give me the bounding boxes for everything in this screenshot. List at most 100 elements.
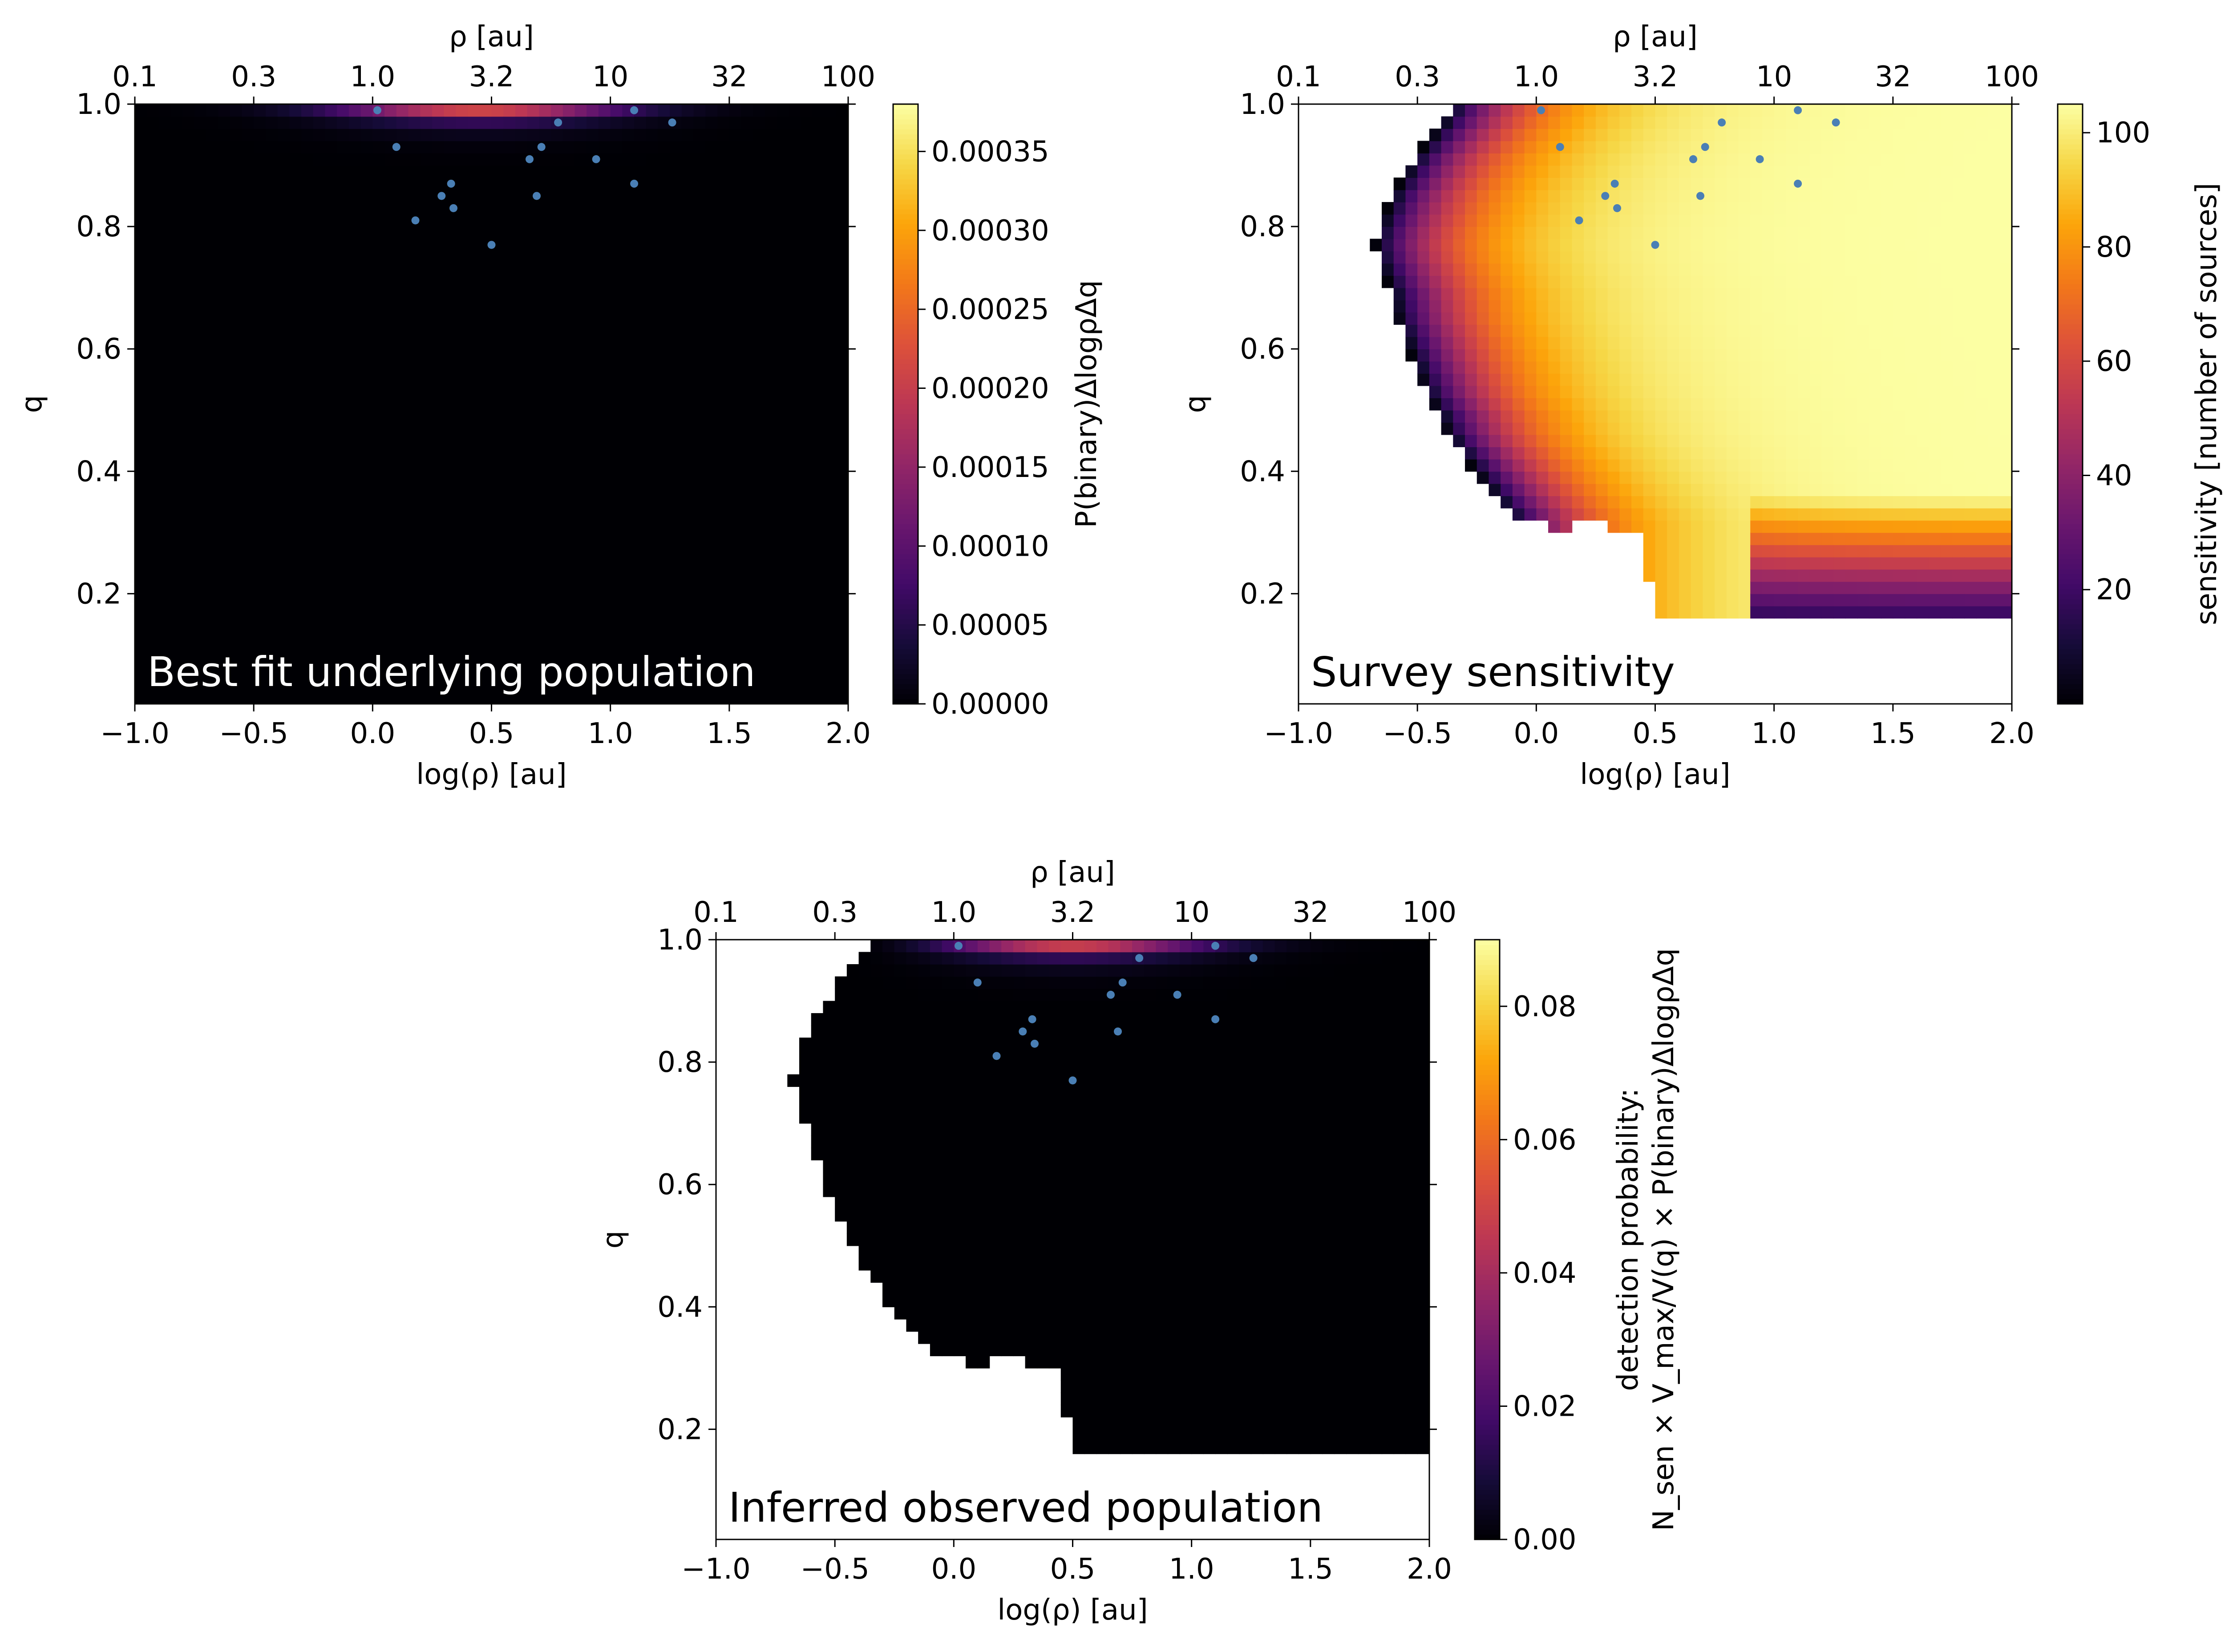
heatmap-cell: [348, 483, 361, 497]
heatmap-cell: [265, 594, 278, 606]
heatmap-cell: [265, 422, 278, 435]
heatmap-cell: [1477, 349, 1489, 362]
heatmap-cell: [1738, 275, 1751, 288]
heatmap-cell: [1833, 251, 1846, 264]
heatmap-cell: [479, 654, 492, 668]
heatmap-cell: [1512, 300, 1525, 313]
colorbar-segment: [893, 539, 918, 545]
heatmap-cell: [836, 385, 849, 399]
heatmap-cell: [1833, 545, 1846, 557]
heatmap-cell: [646, 557, 659, 570]
heatmap-cell: [539, 667, 551, 680]
heatmap-cell: [170, 214, 183, 227]
heatmap-cell: [444, 679, 457, 692]
heatmap-cell: [1869, 471, 1881, 484]
heatmap-cell: [646, 300, 659, 313]
heatmap-cell: [1976, 178, 1989, 190]
heatmap-cell: [1536, 496, 1549, 509]
heatmap-cell: [384, 214, 397, 227]
heatmap-cell: [158, 361, 171, 374]
heatmap-cell: [789, 349, 801, 362]
heatmap-cell: [646, 153, 659, 166]
heatmap-cell: [194, 214, 207, 227]
heatmap-cell: [1595, 361, 1608, 374]
heatmap-cell: [1655, 581, 1668, 594]
heatmap-cell: [1679, 165, 1691, 178]
heatmap-cell: [301, 324, 314, 337]
heatmap-cell: [1703, 459, 1715, 472]
heatmap-cell: [360, 691, 373, 704]
heatmap-cell: [705, 361, 718, 374]
heatmap-cell: [515, 483, 528, 497]
heatmap-cell: [432, 545, 445, 557]
heatmap-cell: [1774, 373, 1787, 386]
heatmap-cell: [456, 630, 468, 643]
heatmap-cell: [1465, 104, 1477, 117]
heatmap-cell: [468, 447, 480, 460]
heatmap-cell: [277, 226, 290, 239]
heatmap-cell: [670, 557, 682, 570]
heatmap-cell: [468, 606, 480, 619]
heatmap-cell: [313, 336, 326, 350]
heatmap-cell: [1524, 251, 1537, 264]
heatmap-cell: [1512, 361, 1525, 374]
heatmap-cell: [277, 434, 290, 448]
heatmap-cell: [146, 459, 159, 472]
heatmap-cell: [444, 165, 457, 178]
heatmap-cell: [587, 483, 599, 497]
heatmap-cell: [1869, 226, 1881, 239]
heatmap-cell: [1738, 545, 1751, 557]
heatmap-cell: [1952, 336, 1965, 350]
heatmap-cell: [1964, 104, 1977, 117]
heatmap-cell: [1560, 312, 1573, 325]
heatmap-cell: [527, 532, 540, 545]
heatmap-cell: [1619, 141, 1632, 153]
heatmap-cell: [801, 496, 813, 509]
heatmap-cell: [289, 581, 302, 594]
heatmap-cell: [1441, 202, 1454, 215]
heatmap-cell: [705, 116, 718, 129]
heatmap-cell: [610, 630, 623, 643]
heatmap-cell: [1489, 226, 1501, 239]
heatmap-cell: [1691, 361, 1703, 374]
heatmap-cell: [254, 483, 266, 497]
heatmap-cell: [634, 520, 647, 533]
heatmap-cell: [1643, 483, 1656, 497]
heatmap-cell: [1631, 178, 1644, 190]
heatmap-cell: [729, 471, 742, 484]
heatmap-cell: [681, 349, 694, 362]
heatmap-cell: [1774, 483, 1787, 497]
heatmap-cell: [1584, 251, 1596, 264]
heatmap-cell: [681, 581, 694, 594]
heatmap-cell: [1417, 263, 1430, 276]
heatmap-cell: [1524, 471, 1537, 484]
heatmap-cell: [705, 483, 718, 497]
heatmap-cell: [836, 606, 849, 619]
heatmap-cell: [444, 606, 457, 619]
heatmap-cell: [1881, 496, 1893, 509]
heatmap-cell: [420, 630, 433, 643]
heatmap-cell: [420, 287, 433, 300]
heatmap-cell: [348, 202, 361, 215]
heatmap-cell: [1869, 606, 1881, 619]
heatmap-cell: [574, 618, 587, 631]
heatmap-cell: [420, 667, 433, 680]
heatmap-cell: [1940, 447, 1953, 460]
heatmap-cell: [479, 129, 492, 141]
heatmap-cell: [574, 654, 587, 668]
heatmap-cell: [622, 226, 635, 239]
heatmap-cell: [408, 300, 421, 313]
heatmap-cell: [182, 104, 195, 117]
heatmap-cell: [670, 385, 682, 399]
heatmap-cell: [1548, 410, 1561, 423]
heatmap-cell: [705, 569, 718, 582]
heatmap-cell: [812, 471, 825, 484]
heatmap-cell: [384, 178, 397, 190]
heatmap-cell: [1465, 263, 1477, 276]
heatmap-cell: [265, 520, 278, 533]
heatmap-cell: [1774, 214, 1787, 227]
heatmap-cell: [1726, 520, 1739, 533]
heatmap-cell: [1845, 129, 1858, 141]
heatmap-cell: [562, 263, 575, 276]
heatmap-cell: [1881, 483, 1893, 497]
